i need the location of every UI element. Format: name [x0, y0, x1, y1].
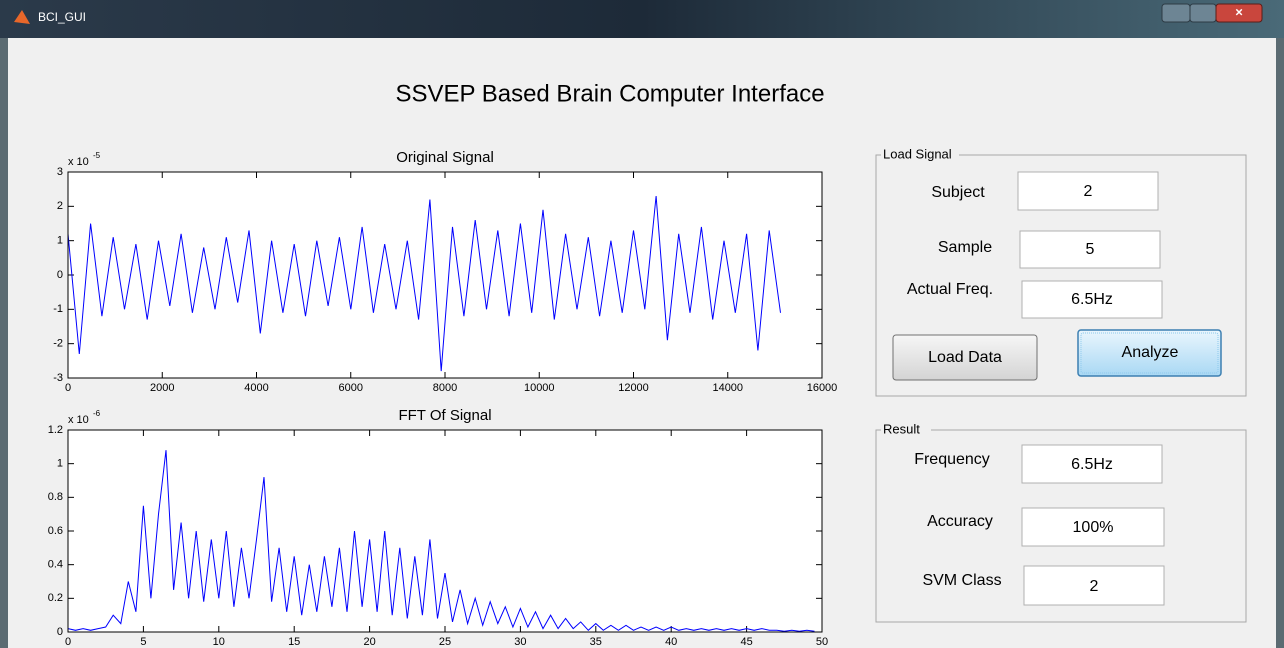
- chart-title: Original Signal: [396, 149, 494, 166]
- window-title: BCI_GUI: [38, 10, 86, 24]
- signal-line: [67, 450, 815, 632]
- button-label: Load Data: [928, 349, 1002, 366]
- minimize-button[interactable]: [1161, 3, 1191, 23]
- axes-box: [67, 171, 823, 379]
- y-tick-label: 3: [57, 166, 63, 178]
- y-scale-base: x 10: [68, 414, 89, 426]
- field-label: Frequency: [914, 451, 990, 468]
- x-tick-label: 12000: [618, 382, 649, 394]
- analyze-button[interactable]: [1077, 329, 1222, 377]
- y-tick-label: 0.2: [48, 592, 63, 604]
- field-label: SVM Class: [922, 572, 1001, 589]
- signal-line: [67, 195, 781, 372]
- x-tick-label: 2000: [150, 382, 174, 394]
- x-tick-label: 0: [65, 382, 71, 394]
- load-signal-panel: [875, 154, 1247, 397]
- plot-area: [68, 172, 822, 378]
- field-label: Accuracy: [927, 513, 993, 530]
- y-scale-exponent: -5: [93, 151, 101, 160]
- text-field[interactable]: [1021, 444, 1163, 484]
- y-scale-base: x 10: [68, 156, 89, 168]
- x-tick-label: 4000: [244, 382, 268, 394]
- x-tick-label: 15: [288, 636, 300, 648]
- app-icon: [14, 10, 30, 24]
- x-tick-label: 50: [816, 636, 828, 648]
- y-tick-label: 0.6: [48, 525, 63, 537]
- focus-ring: [1080, 332, 1219, 374]
- field-value: 2: [1090, 578, 1099, 595]
- y-tick-label: -1: [53, 303, 63, 315]
- field-value: 2: [1084, 183, 1093, 200]
- button-label: Analyze: [1122, 344, 1179, 361]
- panel-legend-bg: [881, 147, 959, 163]
- maximize-button[interactable]: [1189, 3, 1217, 23]
- left-border: [0, 38, 8, 648]
- close-glyph: ×: [1235, 4, 1243, 19]
- panel-legend-bg: [881, 422, 931, 438]
- x-tick-label: 40: [665, 636, 677, 648]
- y-tick-label: 1: [57, 458, 63, 470]
- field-value: 6.5Hz: [1071, 291, 1113, 308]
- right-border: [1276, 38, 1284, 648]
- x-tick-label: 45: [740, 636, 752, 648]
- field-label: Sample: [938, 239, 992, 256]
- text-field[interactable]: [1021, 507, 1165, 547]
- y-tick-label: 0: [57, 269, 63, 281]
- y-tick-label: -2: [53, 338, 63, 350]
- x-tick-label: 8000: [433, 382, 457, 394]
- field-label: Subject: [931, 184, 985, 201]
- result-panel: [875, 429, 1247, 623]
- field-value: 5: [1086, 241, 1095, 258]
- load-data-button[interactable]: [892, 334, 1038, 381]
- x-tick-label: 25: [439, 636, 451, 648]
- text-field[interactable]: [1021, 280, 1163, 319]
- plot-area: [68, 430, 822, 632]
- field-value: 6.5Hz: [1071, 456, 1113, 473]
- text-field[interactable]: [1019, 230, 1161, 269]
- x-tick-label: 5: [140, 636, 146, 648]
- y-tick-label: 1: [57, 235, 63, 247]
- x-tick-label: 10: [213, 636, 225, 648]
- x-tick-label: 6000: [339, 382, 363, 394]
- x-tick-label: 35: [590, 636, 602, 648]
- close-button[interactable]: [1215, 3, 1263, 23]
- y-tick-label: -3: [53, 372, 63, 384]
- panel-title: Load Signal: [883, 146, 952, 161]
- field-value: 100%: [1073, 519, 1114, 536]
- x-tick-label: 14000: [712, 382, 743, 394]
- text-field[interactable]: [1017, 171, 1159, 211]
- field-label: Actual Freq.: [907, 281, 993, 298]
- panel-title: Result: [883, 421, 920, 436]
- x-tick-label: 10000: [524, 382, 555, 394]
- title-bar: [0, 0, 1284, 38]
- y-tick-label: 2: [57, 200, 63, 212]
- x-tick-label: 0: [65, 636, 71, 648]
- axes-box: [67, 429, 823, 633]
- text-field[interactable]: [1023, 565, 1165, 606]
- x-tick-label: 30: [514, 636, 526, 648]
- y-tick-label: 0.8: [48, 491, 63, 503]
- y-tick-label: 1.2: [48, 424, 63, 436]
- x-tick-label: 20: [363, 636, 375, 648]
- y-scale-exponent: -6: [93, 409, 101, 418]
- heading: SSVEP Based Brain Computer Interface: [395, 80, 824, 107]
- y-tick-label: 0.4: [48, 559, 63, 571]
- chart-title: FFT Of Signal: [398, 407, 491, 424]
- y-tick-label: 0: [57, 626, 63, 638]
- x-tick-label: 16000: [807, 382, 838, 394]
